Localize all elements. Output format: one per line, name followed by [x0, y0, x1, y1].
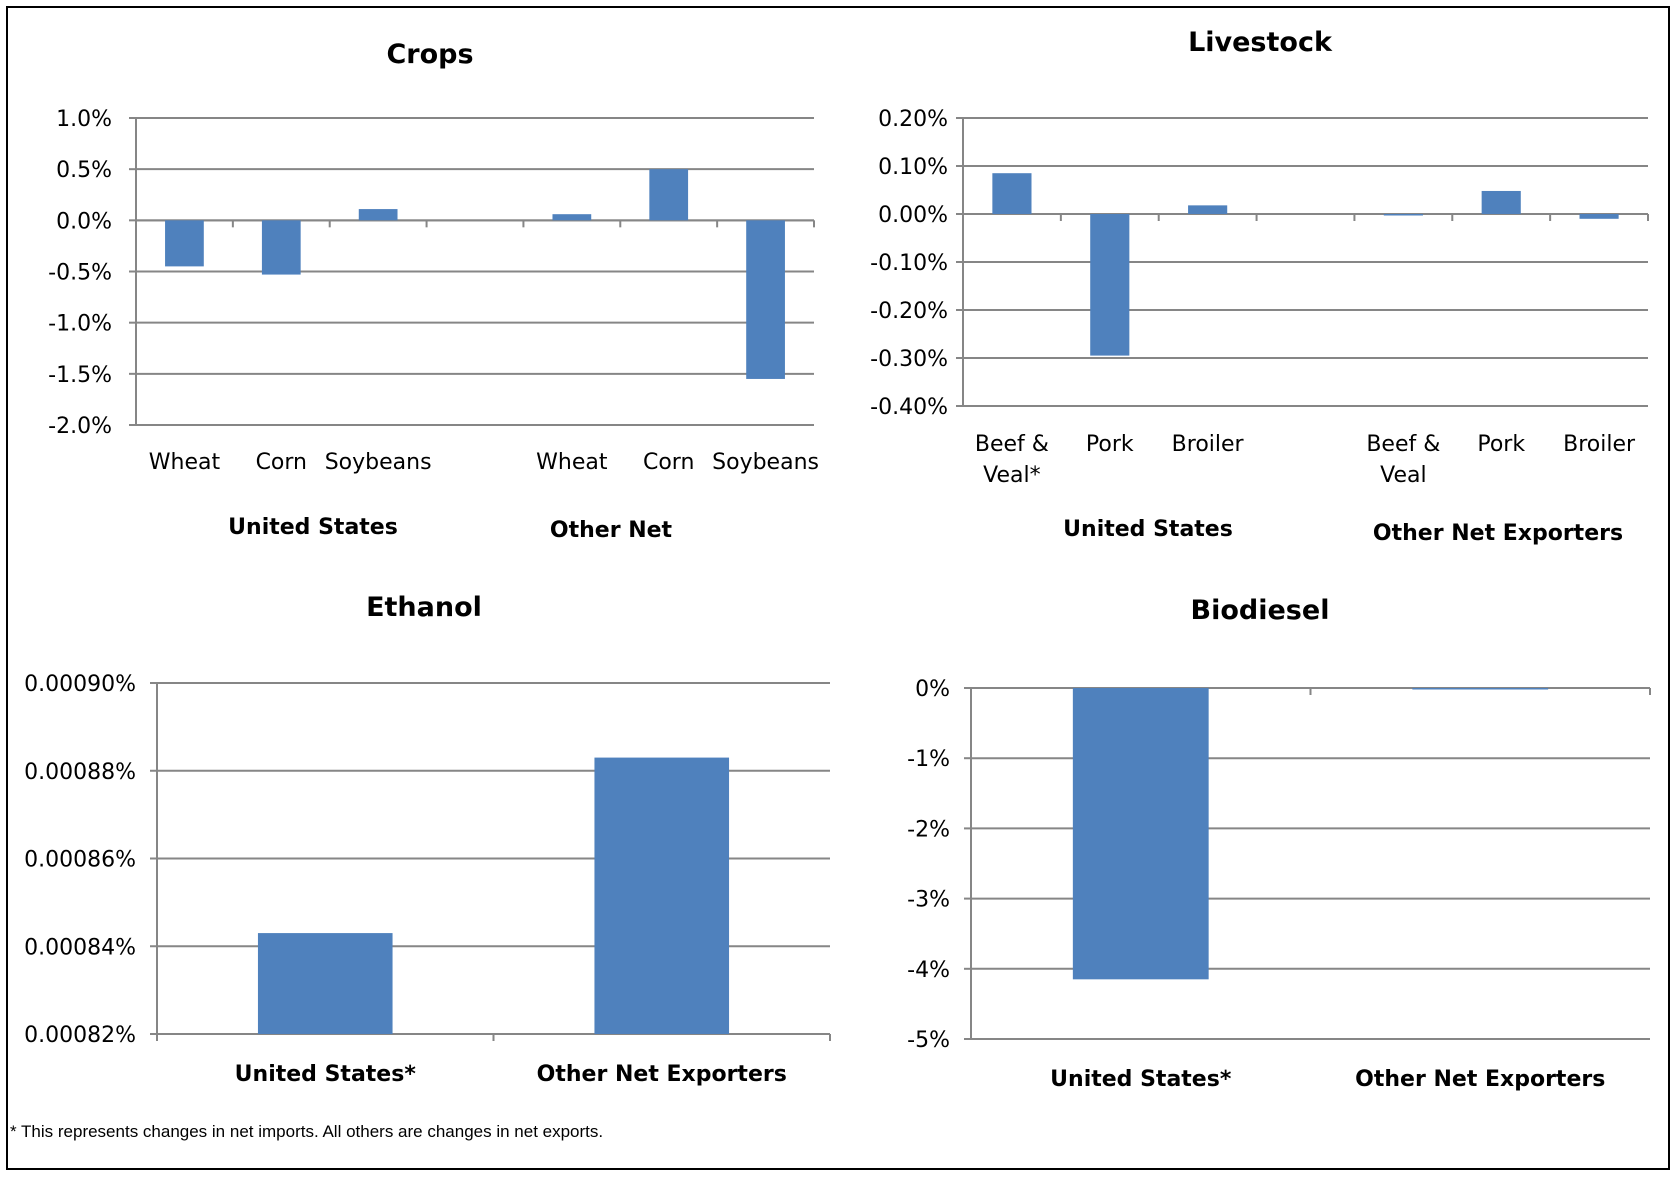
livestock-chart: Livestock 0.20% 0.10% 0.00% -0.10% -0.20% -0.3… — [870, 27, 1649, 546]
bar-broiler — [1188, 205, 1228, 214]
ethanol-chart: Ethanol 0.00090% 0.00088% 0.00086% 0.00084% 0… — [24, 592, 831, 1087]
x-category-label: Corn — [643, 450, 694, 475]
bar-beef-veal — [992, 173, 1032, 214]
y-tick-label: 0.00084% — [24, 935, 136, 960]
y-tick-label: 0.5% — [56, 158, 112, 183]
y-tick-label: -2% — [907, 817, 950, 842]
chart-title: Biodiesel — [1191, 595, 1330, 626]
y-tick-label: -1.5% — [48, 363, 112, 388]
y-tick-label: 0.00% — [878, 203, 948, 228]
x-category-label: Beef & Veal* — [975, 432, 1049, 488]
bar-wheat — [552, 214, 592, 221]
y-tick-label: 0.0% — [56, 209, 112, 234]
chart-title: Livestock — [1188, 27, 1333, 58]
x-category-label: Corn — [256, 450, 307, 475]
chart-title: Ethanol — [366, 592, 482, 623]
x-category-label: Broiler — [1172, 432, 1245, 457]
bar-pork — [1481, 190, 1521, 214]
y-tick-label: -4% — [907, 958, 950, 983]
x-category-label: Pork — [1086, 432, 1134, 457]
y-tick-label: -1.0% — [48, 312, 112, 337]
bar-soybeans — [746, 220, 785, 379]
footnote: * This represents changes in net imports… — [10, 1122, 604, 1141]
y-tick-label: 0.00082% — [24, 1023, 136, 1048]
x-category-label: Beef & Veal — [1366, 432, 1440, 488]
bar-broiler — [1579, 214, 1619, 219]
x-category-label: Broiler — [1563, 432, 1636, 457]
bar-wheat — [165, 220, 204, 267]
y-tick-label: -0.40% — [870, 395, 948, 420]
group-label: Other Net Exporters — [1373, 521, 1623, 546]
y-tick-label: -3% — [907, 888, 950, 913]
bar-soybeans — [358, 209, 398, 221]
y-tick-label: 0.00090% — [24, 672, 136, 697]
x-category-label: Other Net Exporters — [1355, 1067, 1605, 1092]
y-tick-label: -5% — [907, 1028, 950, 1053]
x-category-label: Soybeans — [325, 450, 432, 475]
x-category-label: Other Net Exporters — [537, 1062, 787, 1087]
chart-title: Crops — [386, 39, 473, 70]
y-tick-label: 0.00088% — [24, 760, 136, 785]
y-tick-label: 1.0% — [56, 107, 112, 132]
group-label: Other Net — [550, 518, 673, 543]
y-tick-label: -0.5% — [48, 261, 112, 286]
y-tick-label: 0.20% — [878, 107, 948, 132]
bar-corn — [261, 220, 301, 275]
bar-other-net-exporters — [1412, 688, 1549, 690]
y-tick-label: 0.00086% — [24, 848, 136, 873]
y-tick-label: -1% — [907, 747, 950, 772]
x-category-label: Pork — [1477, 432, 1525, 457]
group-label: United States — [1063, 517, 1233, 542]
x-category-label: Wheat — [536, 450, 608, 475]
x-category-label: United States* — [1050, 1067, 1232, 1092]
y-tick-label: 0% — [915, 677, 950, 702]
x-category-label: United States* — [235, 1062, 417, 1087]
y-tick-label: -0.20% — [870, 299, 948, 324]
crops-chart: Crops 1.0% 0.5% 0.0% -0.5% -1.0% -1.5% -2.0% Whe… — [48, 39, 819, 543]
group-label: United States — [228, 515, 398, 540]
bar-united-states — [1072, 688, 1209, 980]
bar-united-states — [257, 933, 393, 1034]
biodiesel-chart: Biodiesel 0% -1% -2% -3% -4% -5% United States*… — [907, 595, 1651, 1092]
y-tick-label: -0.10% — [870, 251, 948, 276]
bar-beef-veal — [1383, 214, 1423, 216]
bar-other-net-exporters — [594, 757, 730, 1034]
y-tick-label: -2.0% — [48, 414, 112, 439]
y-tick-label: -0.30% — [870, 347, 948, 372]
x-category-label: Soybeans — [712, 450, 819, 475]
x-category-label: Wheat — [149, 450, 221, 475]
bar-corn — [649, 169, 689, 221]
y-tick-label: 0.10% — [878, 155, 948, 180]
bar-pork — [1090, 214, 1130, 356]
